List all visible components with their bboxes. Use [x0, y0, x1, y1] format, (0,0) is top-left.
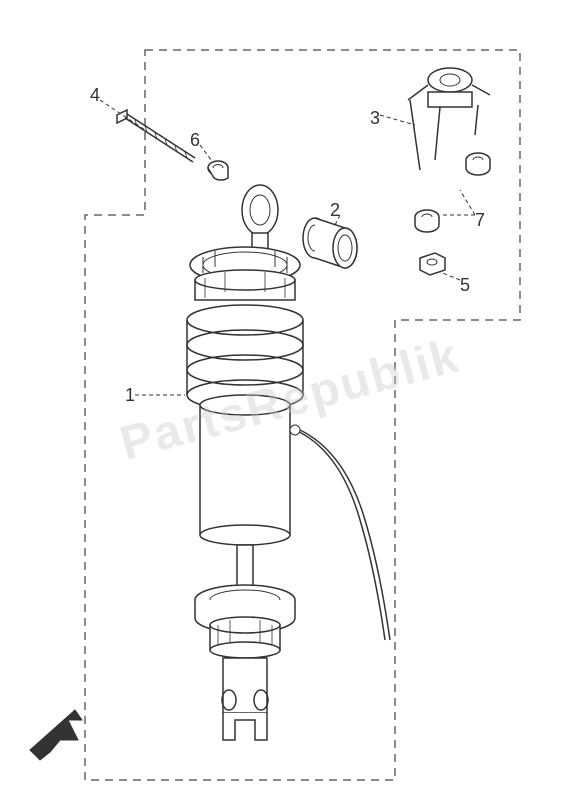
diagram-container: PartsRepublik 1 2 3 4 5 6 7: [0, 0, 579, 800]
view-arrow: [30, 710, 82, 760]
label-3: 3: [370, 108, 380, 129]
part-5-nut: [420, 253, 445, 275]
label-7: 7: [475, 210, 485, 231]
part-4-bolt: [117, 110, 195, 162]
label-1: 1: [125, 385, 135, 406]
callout-line-3: [380, 115, 415, 125]
part-1-shock-absorber: [187, 185, 390, 740]
callout-line-7a: [460, 190, 475, 215]
part-6-spacer: [208, 161, 228, 180]
label-5: 5: [460, 275, 470, 296]
technical-diagram-svg: [0, 0, 579, 800]
label-2: 2: [330, 200, 340, 221]
label-6: 6: [190, 130, 200, 151]
callout-line-4: [100, 100, 145, 130]
part-2-collar: [303, 218, 357, 268]
label-4: 4: [90, 85, 100, 106]
boundary-box: [85, 50, 520, 780]
